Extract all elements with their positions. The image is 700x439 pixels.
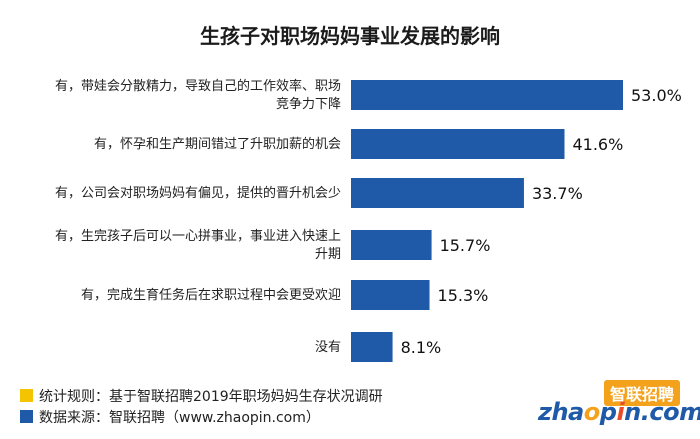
bar-value-label: 33.7% [532, 184, 583, 203]
logo-en-part: o [583, 398, 601, 426]
bar-value-label: 15.7% [440, 236, 491, 255]
category-label: 没有 [315, 340, 341, 355]
bar [351, 332, 393, 362]
footer-source-swatch [20, 410, 33, 423]
footer-rule-swatch [20, 389, 33, 402]
category-label: 有，公司会对职场妈妈有偏见，提供的晋升机会少 [55, 185, 341, 201]
bar-value-label: 15.3% [438, 286, 489, 305]
chart-title: 生孩子对职场妈妈事业发展的影响 [200, 24, 500, 48]
category-label: 有，完成生育任务后在求职过程中会更受欢迎 [81, 287, 341, 303]
bar-value-label: 8.1% [401, 338, 442, 357]
category-label: 有，带娃会分散精力，导致自己的工作效率、职场 [55, 78, 341, 94]
zhaopin-logo: 智联招聘 zhaopin.com [536, 380, 700, 432]
logo-en-part: p [599, 398, 617, 426]
logo-english-text: zhaopin.com [538, 398, 700, 426]
footer-source-text: 数据来源：智联招聘（www.zhaopin.com） [39, 410, 320, 426]
logo-en-part: zha [538, 398, 584, 426]
bar-value-label: 53.0% [631, 86, 682, 105]
footer-source: 数据来源：智联招聘（www.zhaopin.com） [20, 407, 320, 427]
bar [351, 230, 432, 260]
bar [351, 80, 623, 110]
logo-chinese-text: 智联招聘 [603, 380, 680, 406]
bar-value-label: 41.6% [572, 135, 623, 154]
bar [351, 178, 524, 208]
category-label: 有，生完孩子后可以一心拼事业，事业进入快速上 [55, 229, 341, 244]
bar [351, 129, 565, 159]
category-label: 升期 [315, 247, 341, 262]
bar [351, 280, 430, 310]
logo-en-part: i [616, 398, 625, 426]
category-label: 有，怀孕和生产期间错过了升职加薪的机会 [94, 136, 341, 152]
footer-rule: 统计规则：基于智联招聘2019年职场妈妈生存状况调研 [20, 386, 383, 406]
category-label: 竞争力下降 [276, 96, 341, 112]
footer-rule-text: 统计规则：基于智联招聘2019年职场妈妈生存状况调研 [39, 389, 383, 405]
logo-en-part: n.com [624, 398, 700, 426]
